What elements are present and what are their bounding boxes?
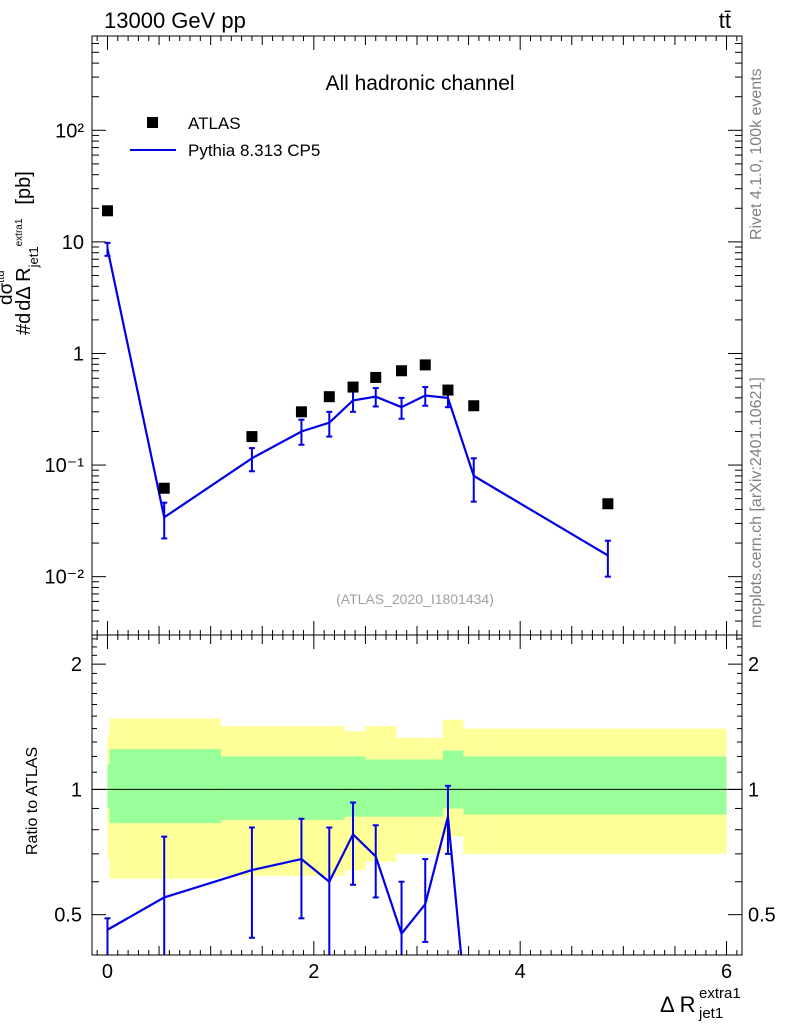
main-ylabel-den: dΔ R xyxy=(13,267,35,310)
ratio-ytick-label: 1 xyxy=(71,779,82,801)
atlas-point xyxy=(158,482,170,494)
atlas-point xyxy=(246,431,258,443)
main-ytick-label: 10⁻¹ xyxy=(45,455,85,477)
legend-pythia-label: Pythia 8.313 CP5 xyxy=(188,141,320,160)
analysis-id-label: (ATLAS_2020_I1801434) xyxy=(336,591,494,607)
atlas-point xyxy=(347,381,359,393)
process-label: tt̄ xyxy=(719,8,731,33)
ratio-inner-band xyxy=(463,756,495,815)
pythia-line xyxy=(106,248,609,557)
energy-label: 13000 GeV pp xyxy=(104,8,246,33)
main-panel: 10⁻² 10⁻¹ 1 10 10² All hadronic channel (ATL… xyxy=(0,35,743,636)
x-axis-label-sup: extra1 xyxy=(699,985,741,1002)
ratio-inner-band xyxy=(365,759,397,817)
ratio-ytick-label: 2 xyxy=(71,654,82,676)
main-ylabel-den-sup: extra1 xyxy=(14,218,25,246)
legend-atlas-label: ATLAS xyxy=(188,114,241,133)
main-ylabel-numerator: dσttd xyxy=(0,270,17,305)
atlas-point xyxy=(101,205,113,217)
main-ytick-label: 10² xyxy=(55,120,84,142)
ratio-ylabel: Ratio to ATLAS xyxy=(24,747,41,855)
rivet-version-label: Rivet 4.1.0, 100k events xyxy=(748,68,765,240)
ratio-ytick-label-right: 1 xyxy=(748,779,759,801)
atlas-point xyxy=(442,384,454,396)
main-panel-title: All hadronic channel xyxy=(325,72,514,95)
ratio-panel-layers: 0.5 0.5 1 1 2 2 xyxy=(54,635,776,956)
legend-atlas-marker xyxy=(147,117,158,128)
atlas-point xyxy=(468,400,480,412)
atlas-point xyxy=(323,391,335,403)
main-ylabel-text: #d dΔ Rjet1extra1 [pb] xyxy=(13,171,41,335)
ratio-ytick-label-right: 2 xyxy=(748,654,759,676)
ratio-clipped-layer xyxy=(92,718,742,955)
x-tick-label: 0 xyxy=(102,961,113,983)
main-ylabel-num: dσ xyxy=(0,282,17,305)
ratio-inner-band xyxy=(220,756,319,820)
main-ytick-label: 10 xyxy=(62,232,84,254)
ratio-inner-band xyxy=(107,764,110,809)
ratio-inner-band xyxy=(112,749,221,824)
x-axis-label-sub: jet1 xyxy=(698,1005,723,1022)
x-tick-label: 2 xyxy=(308,961,319,983)
legend: ATLAS Pythia 8.313 CP5 xyxy=(130,114,320,160)
atlas-point xyxy=(396,365,408,377)
atlas-point xyxy=(419,359,431,371)
main-ylabel-den-sub: jet1 xyxy=(26,246,41,268)
ratio-panel-frame xyxy=(91,634,743,956)
atlas-point xyxy=(295,406,307,418)
ratio-inner-band xyxy=(442,750,464,809)
ratio-inner-band xyxy=(494,756,727,815)
x-axis-label: Δ R jet1 extra1 xyxy=(660,985,741,1022)
main-ytick-label: 1 xyxy=(73,343,84,365)
main-ylabel-prefix: #d xyxy=(13,313,35,335)
x-tick-label: 4 xyxy=(515,961,526,983)
main-ytick-label: 10⁻² xyxy=(45,567,85,589)
main-panel-layers: 10⁻² 10⁻¹ 1 10 10² xyxy=(45,35,742,636)
atlas-point xyxy=(370,371,382,383)
ratio-inner-band xyxy=(396,759,426,817)
ratio-inner-band xyxy=(425,759,443,817)
ratio-inner-band xyxy=(344,756,366,817)
ratio-inner-band xyxy=(318,756,345,820)
atlas-point xyxy=(602,498,614,510)
ratio-ytick-label-right: 0.5 xyxy=(748,905,776,927)
main-ylabel-num-sup: ttd xyxy=(0,270,7,282)
mcplots-label: mcplots.cern.ch [arXiv:2401.10621] xyxy=(748,377,765,628)
main-ylabel-unit: [pb] xyxy=(13,171,35,204)
ratio-inner-band xyxy=(109,749,113,824)
main-ylabel: #d dΔ Rjet1extra1 [pb] dσttd xyxy=(0,171,41,335)
x-axis-label-main: Δ R xyxy=(660,992,695,1017)
x-tick-label: 6 xyxy=(721,961,732,983)
ratio-ytick-label: 0.5 xyxy=(54,905,82,927)
ratio-panel: 0.5 0.5 1 1 2 2 Ratio to ATLAS xyxy=(24,634,776,956)
